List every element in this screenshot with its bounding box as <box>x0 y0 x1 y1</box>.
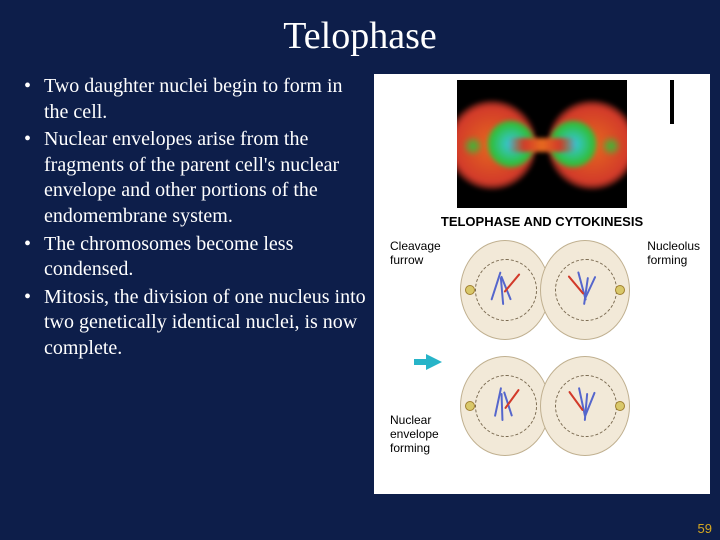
figure-title: TELOPHASE AND CYTOKINESIS <box>374 214 710 229</box>
list-item: Mitosis, the division of one nucleus int… <box>24 285 366 362</box>
list-item: Two daughter nuclei begin to form in the… <box>24 74 366 125</box>
list-item: Nuclear envelopes arise from the fragmen… <box>24 127 366 229</box>
figure-panel: TELOPHASE AND CYTOKINESIS Cleavagefurrow… <box>374 74 710 494</box>
page-title: Telophase <box>0 0 720 66</box>
label-nucleolus-forming: Nucleolusforming <box>647 240 700 268</box>
scale-bar-icon <box>670 80 674 124</box>
list-item: The chromosomes become less condensed. <box>24 232 366 283</box>
cell-diagram <box>460 234 630 484</box>
label-nuclear-envelope-forming: Nuclearenvelopeforming <box>390 414 439 455</box>
bullet-panel: Two daughter nuclei begin to form in the… <box>24 74 374 494</box>
page-number: 59 <box>698 521 712 536</box>
content-row: Two daughter nuclei begin to form in the… <box>0 66 720 494</box>
arrow-icon <box>426 354 442 370</box>
micrograph-image <box>457 80 627 208</box>
label-cleavage-furrow: Cleavagefurrow <box>390 240 441 268</box>
